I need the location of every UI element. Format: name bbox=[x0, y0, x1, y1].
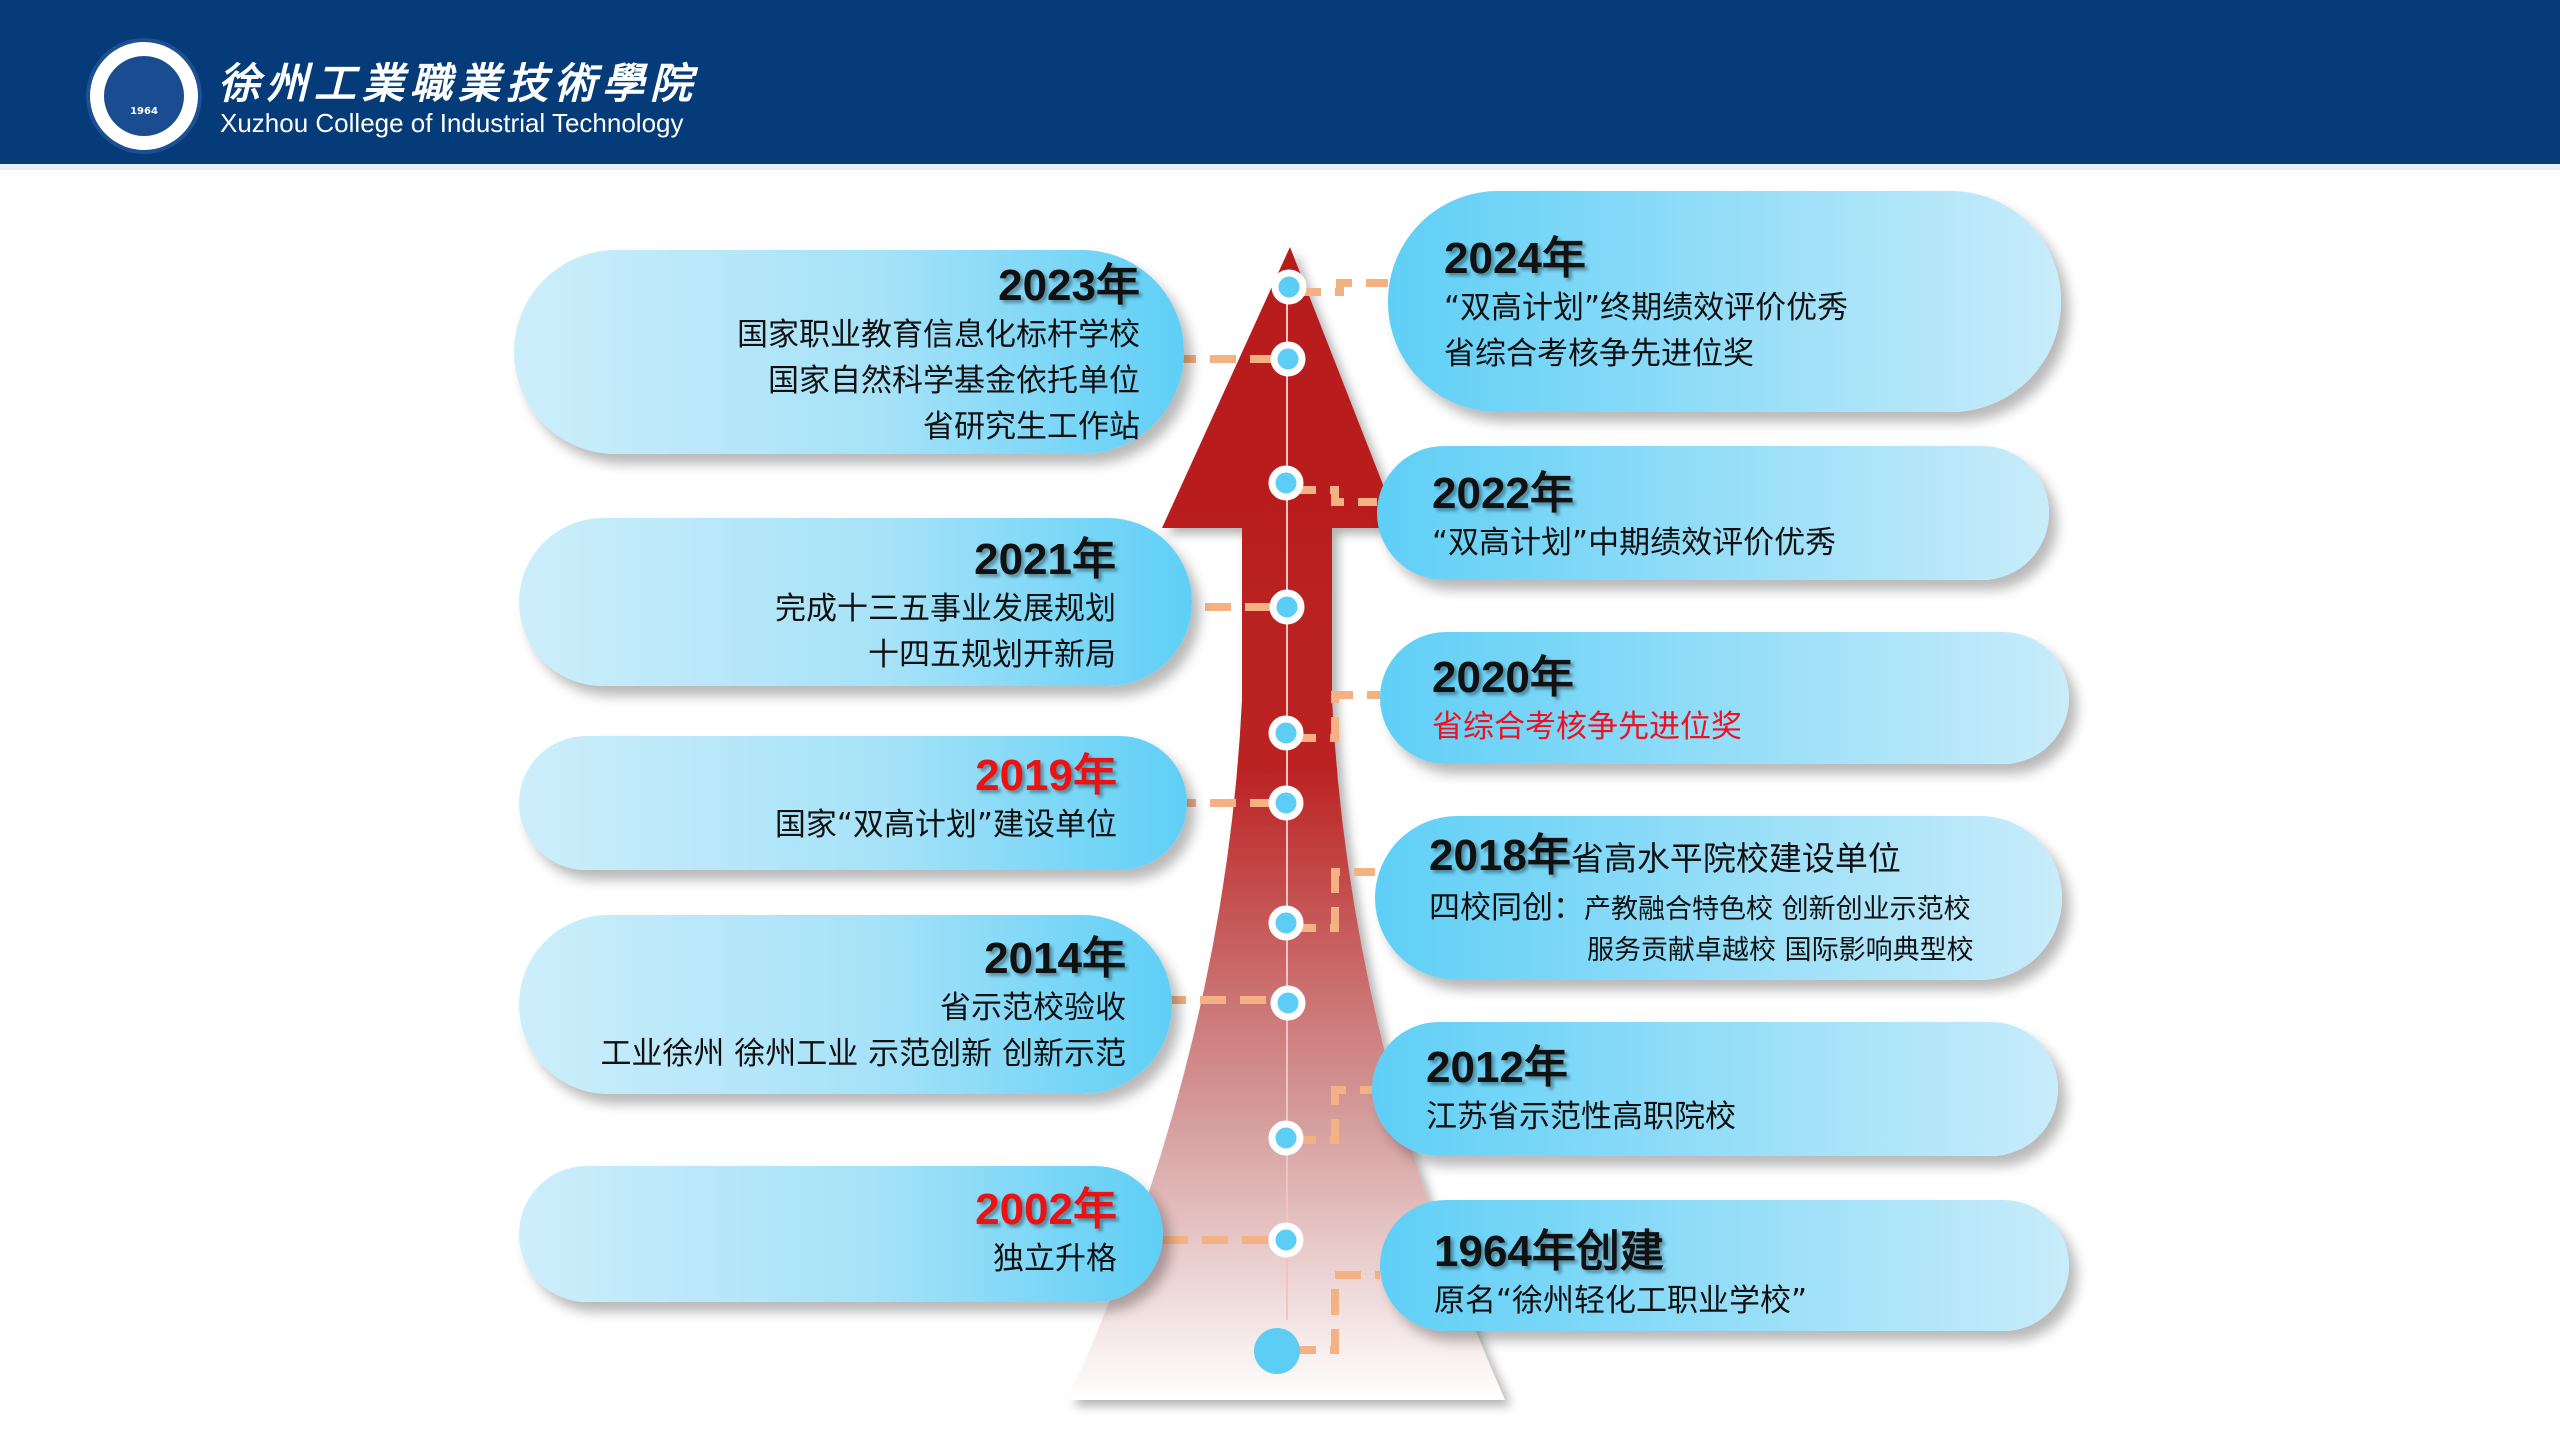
milestone-year: 2014年 bbox=[984, 934, 1126, 983]
milestone-year: 2019年 bbox=[975, 751, 1117, 800]
timeline-dot bbox=[1270, 341, 1306, 377]
milestone-label: 四校同创： bbox=[1429, 890, 1584, 926]
timeline-dot bbox=[1269, 589, 1305, 625]
milestone-2019: 2019年 国家“双高计划”建设单位 bbox=[519, 736, 1187, 870]
connector-2020 bbox=[1290, 691, 1380, 742]
connector-2024 bbox=[1295, 279, 1388, 296]
milestone-2024: 2024年 “双高计划”终期绩效评价优秀 省综合考核争先进位奖 bbox=[1388, 191, 2061, 412]
timeline-dot bbox=[1268, 1222, 1304, 1258]
milestone-year: 2024年 bbox=[1444, 234, 1586, 283]
header-bar: S 1964 徐州工業職業技術學院 Xuzhou College of Indu… bbox=[0, 0, 2560, 170]
milestone-text: 产教融合特色校 创新创业示范校 bbox=[1584, 894, 1971, 925]
milestone-year: 2012年 bbox=[1426, 1043, 1568, 1092]
timeline-dots bbox=[1254, 269, 1307, 1374]
milestone-text: 国家职业教育信息化标杆学校 bbox=[737, 317, 1140, 353]
milestone-2022: 2022年 “双高计划”中期绩效评价优秀 bbox=[1377, 446, 2049, 580]
timeline-dot bbox=[1268, 715, 1304, 751]
connector-1964 bbox=[1290, 1271, 1380, 1354]
milestone-2020: 2020年 省综合考核争先进位奖 bbox=[1380, 632, 2069, 764]
timeline-dot bbox=[1268, 905, 1304, 941]
connector-2022 bbox=[1290, 486, 1377, 506]
milestone-2021: 2021年 完成十三五事业发展规划 十四五规划开新局 bbox=[519, 518, 1192, 686]
milestone-text: “双高计划”终期绩效评价优秀 bbox=[1444, 290, 1849, 326]
college-name-cn: 徐州工業職業技術學院 bbox=[218, 59, 699, 108]
timeline-start-dot bbox=[1254, 1328, 1300, 1374]
milestone-text: 国家自然科学基金依托单位 bbox=[768, 363, 1140, 399]
milestone-year: 2021年 bbox=[974, 535, 1116, 584]
milestone-2002: 2002年 独立升格 bbox=[519, 1166, 1163, 1302]
milestone-text: 完成十三五事业发展规划 bbox=[775, 591, 1116, 627]
milestone-title: 省高水平院校建设单位 bbox=[1570, 840, 1901, 877]
milestone-text: 国家“双高计划”建设单位 bbox=[774, 807, 1117, 843]
milestone-year: 2020年 bbox=[1432, 653, 1574, 702]
milestone-text: 服务贡献卓越校 国际影响典型校 bbox=[1587, 935, 1974, 966]
college-logo: S 1964 bbox=[86, 38, 202, 154]
timeline-dot bbox=[1268, 785, 1304, 821]
milestone-year: 2022年 bbox=[1432, 469, 1574, 518]
milestone-1964: 1964年创建 原名“徐州轻化工职业学校” bbox=[1380, 1200, 2069, 1331]
college-name-en: Xuzhou College of Industrial Technology bbox=[220, 108, 684, 138]
milestone-year: 2002年 bbox=[975, 1185, 1117, 1234]
milestone-text: 工业徐州 徐州工业 示范创新 创新示范 bbox=[600, 1036, 1126, 1072]
milestone-text: 省综合考核争先进位奖 bbox=[1432, 709, 1742, 745]
connector-2012 bbox=[1290, 1086, 1372, 1144]
milestone-2014: 2014年 省示范校验收 工业徐州 徐州工业 示范创新 创新示范 bbox=[519, 915, 1172, 1094]
timeline-dot bbox=[1271, 269, 1307, 305]
milestone-text: 十四五规划开新局 bbox=[868, 637, 1116, 673]
milestone-text: “双高计划”中期绩效评价优秀 bbox=[1432, 525, 1837, 561]
milestone-2018: 2018年省高水平院校建设单位 四校同创：产教融合特色校 创新创业示范校 服务贡… bbox=[1375, 816, 2062, 980]
milestone-2012: 2012年 江苏省示范性高职院校 bbox=[1372, 1022, 2058, 1156]
milestone-text: 原名“徐州轻化工职业学校” bbox=[1434, 1283, 1808, 1319]
milestone-year-line: 2018年省高水平院校建设单位 bbox=[1429, 830, 2062, 885]
milestone-year: 2023年 bbox=[998, 261, 1140, 310]
logo-year: 1964 bbox=[104, 56, 184, 136]
milestone-year: 1964年创建 bbox=[1434, 1227, 1664, 1276]
timeline-dot bbox=[1268, 1120, 1304, 1156]
milestone-text: 独立升格 bbox=[993, 1241, 1117, 1277]
milestone-text: 省研究生工作站 bbox=[923, 409, 1140, 445]
timeline-dot bbox=[1268, 465, 1304, 501]
milestone-2023: 2023年 国家职业教育信息化标杆学校 国家自然科学基金依托单位 省研究生工作站 bbox=[514, 250, 1184, 454]
milestone-text: 省综合考核争先进位奖 bbox=[1444, 336, 1754, 372]
milestone-year: 2018年 bbox=[1429, 831, 1571, 880]
milestone-text: 四校同创：产教融合特色校 创新创业示范校 bbox=[1429, 885, 2062, 931]
milestone-text: 省示范校验收 bbox=[940, 990, 1126, 1026]
timeline-dot bbox=[1270, 985, 1306, 1021]
milestone-text: 江苏省示范性高职院校 bbox=[1426, 1099, 1736, 1135]
connector-2018 bbox=[1290, 868, 1375, 932]
